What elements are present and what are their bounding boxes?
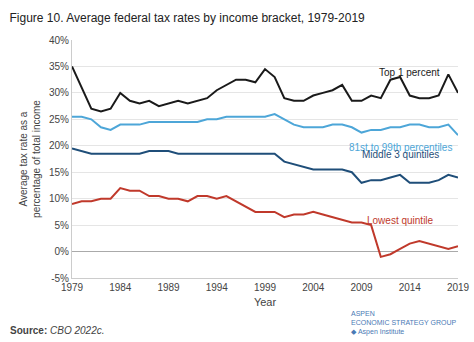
svg-text:Figure 10. Average federal tax: Figure 10. Average federal tax rates by … <box>9 11 365 25</box>
svg-text:30%: 30% <box>49 87 69 98</box>
svg-text:10%: 10% <box>49 193 69 204</box>
svg-text:40%: 40% <box>49 35 69 46</box>
svg-text:Middle 3 quintiles: Middle 3 quintiles <box>362 149 439 160</box>
svg-text:1979: 1979 <box>61 282 84 293</box>
svg-text:20%: 20% <box>49 140 69 151</box>
svg-text:2004: 2004 <box>302 282 325 293</box>
svg-text:81st to 99th percentiles: 81st to 99th percentiles <box>349 142 452 153</box>
svg-text:2014: 2014 <box>399 282 422 293</box>
svg-text:Top 1 percent: Top 1 percent <box>379 67 440 78</box>
svg-text:ASPENECONOMIC STRATEGY GROUP◆: ASPENECONOMIC STRATEGY GROUP◆ Aspen Inst… <box>351 310 456 336</box>
svg-text:1999: 1999 <box>254 282 277 293</box>
svg-text:Average tax rate as apercentag: Average tax rate as apercentage of total… <box>18 100 42 218</box>
svg-text:1984: 1984 <box>109 282 132 293</box>
svg-text:1994: 1994 <box>206 282 229 293</box>
svg-text:25%: 25% <box>49 114 69 125</box>
svg-text:2019: 2019 <box>447 282 470 293</box>
svg-text:-5%: -5% <box>51 273 69 284</box>
svg-text:15%: 15% <box>49 167 69 178</box>
svg-text:Year: Year <box>254 296 277 308</box>
svg-text:0%: 0% <box>55 246 70 257</box>
svg-text:Source: CBO 2022c.: Source: CBO 2022c. <box>10 325 105 336</box>
svg-text:2009: 2009 <box>350 282 373 293</box>
svg-text:35%: 35% <box>49 61 69 72</box>
svg-text:5%: 5% <box>55 220 70 231</box>
svg-text:1989: 1989 <box>157 282 180 293</box>
svg-text:Lowest quintile: Lowest quintile <box>367 215 434 226</box>
